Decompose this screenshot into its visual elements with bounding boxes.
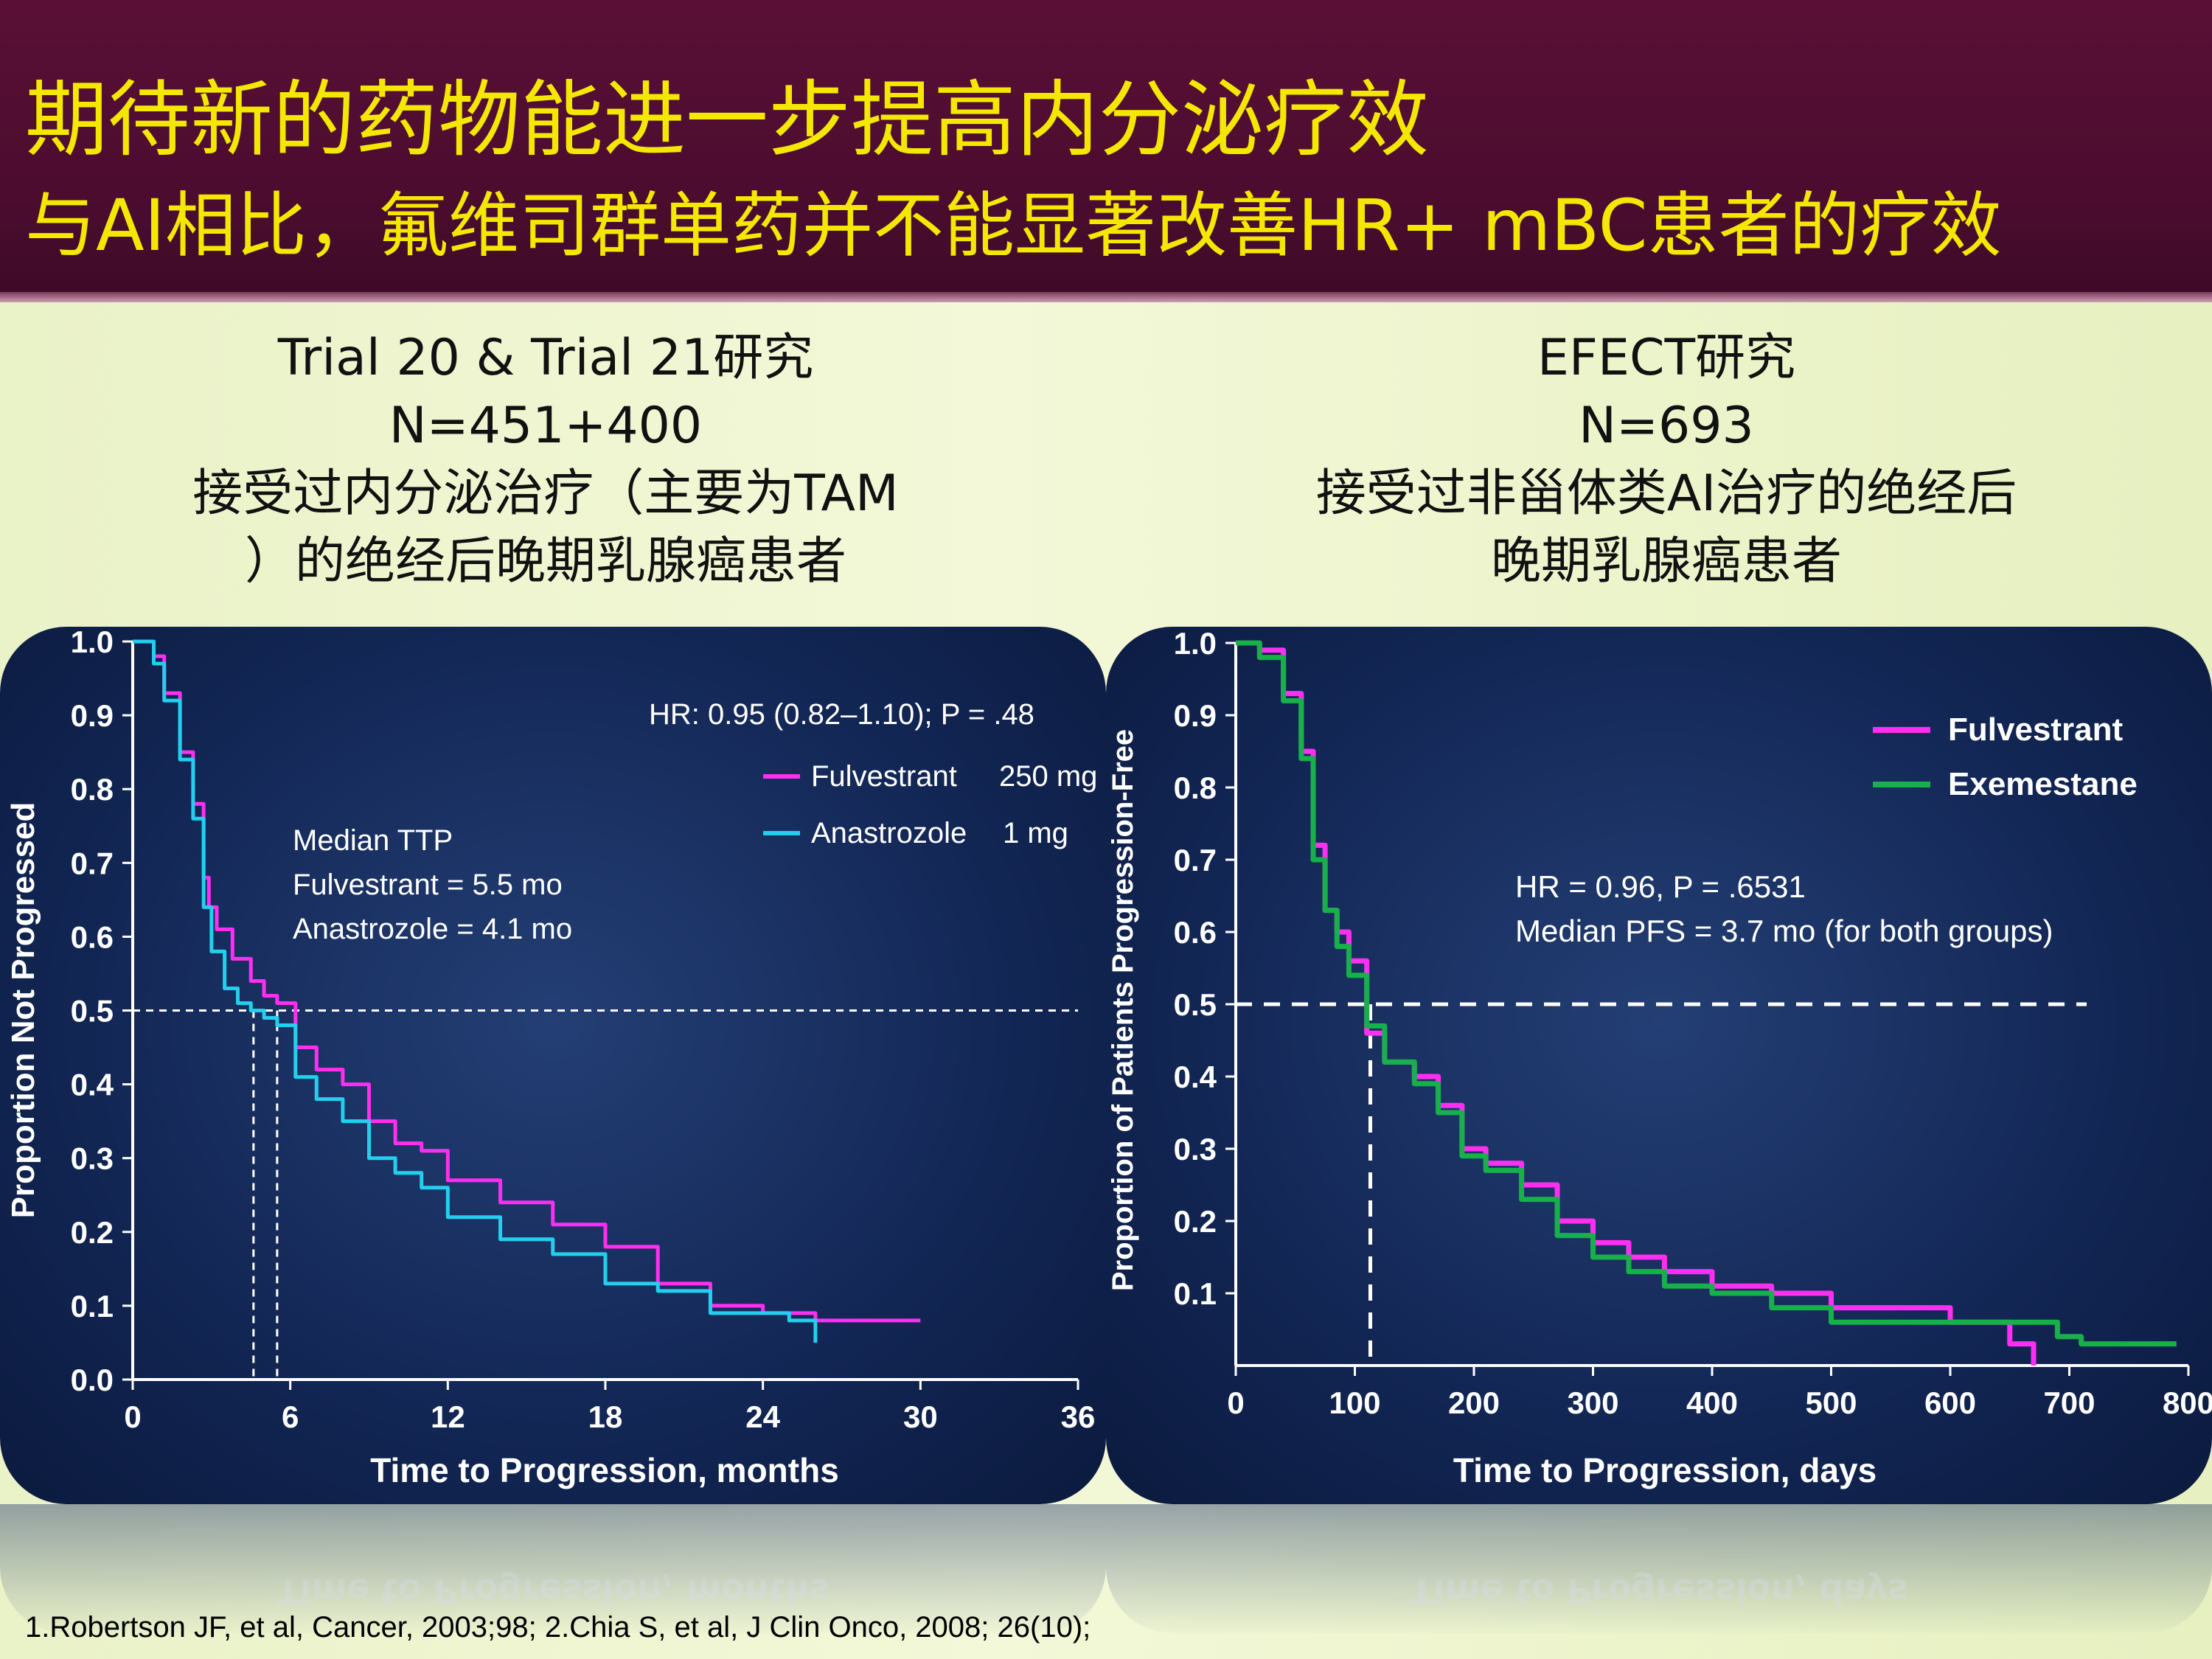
series-line-fulvestrant — [1236, 640, 2037, 1366]
right-study-n: N=693 — [1579, 397, 1754, 455]
x-tick-label: 500 — [1805, 1385, 1857, 1420]
right-reflection-text: Time to Progression, days — [1410, 1571, 1908, 1611]
header-banner: 期待新的药物能进一步提高内分泌疗效 与AI相比，氟维司群单药并不能显著改善HR+… — [0, 0, 2212, 302]
legend-fulvestrant-dose: 250 mg — [999, 760, 1097, 793]
x-tick-label: 12 — [431, 1399, 465, 1434]
left-x-axis-label: Time to Progression, months — [370, 1451, 839, 1489]
left-reflection-text: Time to Progression, months — [276, 1571, 830, 1611]
y-tick-label: 0.9 — [1174, 698, 1217, 733]
y-tick-label: 0.9 — [71, 698, 114, 733]
series-line-fulvestrant — [133, 639, 921, 1323]
right-hr-annotation: HR = 0.96, P = .6531 — [1515, 869, 1806, 904]
page-title: 期待新的药物能进一步提高内分泌疗效 — [25, 72, 1429, 168]
y-tick-label: 0.6 — [1174, 915, 1217, 950]
y-tick-label: 0.4 — [71, 1068, 114, 1102]
y-tick-label: 0.0 — [71, 1363, 114, 1397]
y-tick-label: 1.0 — [1174, 627, 1217, 661]
legend-fulvestrant-label-right: Fulvestrant — [1948, 712, 2124, 748]
left-chart-panel: 0.0 0.1 0.2 0.3 0.4 0.5 0.6 0.7 0.8 0.9 1.0 0 6 12 18… — [0, 627, 1106, 1504]
legend-anastrozole-dose: 1 mg — [1003, 817, 1068, 849]
y-tick-label: 0.7 — [1174, 843, 1217, 877]
legend-fulvestrant-label: Fulvestrant — [811, 760, 957, 793]
right-x-axis-label: Time to Progression, days — [1453, 1451, 1877, 1489]
right-y-axis-label: Proportion of Patients Progression-Free — [1107, 729, 1139, 1291]
y-tick-label: 0.8 — [1174, 771, 1217, 805]
page-subtitle: 与AI相比，氟维司群单药并不能显著改善HR+ mBC患者的疗效 — [25, 184, 2002, 267]
x-tick-label: 6 — [282, 1399, 299, 1434]
left-study-description: Trial 20 & Trial 21研究 N=451+400 接受过内分泌治疗… — [111, 324, 981, 596]
y-tick-label: 0.2 — [71, 1215, 114, 1250]
x-tick-label: 100 — [1329, 1385, 1380, 1420]
right-study-description: EFECT研究 N=693 接受过非甾体类AI治疗的绝经后 晚期乳腺癌患者 — [1209, 324, 2124, 596]
legend-anastrozole-label: Anastrozole — [811, 817, 967, 849]
left-study-n: N=451+400 — [389, 397, 703, 455]
right-median-annotation: Median PFS = 3.7 mo (for both groups) — [1515, 914, 2053, 948]
y-tick-label: 0.5 — [71, 994, 114, 1029]
right-chart-panel: 0.1 0.2 0.3 0.4 0.5 0.6 0.7 0.8 0.9 1.0 0 100 200 30… — [1106, 627, 2212, 1504]
y-tick-label: 0.7 — [71, 846, 114, 880]
right-study-population-1: 接受过非甾体类AI治疗的绝经后 — [1315, 465, 2017, 523]
median-ttp-anastrozole: Anastrozole = 4.1 mo — [293, 913, 572, 945]
x-tick-label: 700 — [2043, 1385, 2095, 1420]
x-tick-label: 200 — [1448, 1385, 1500, 1420]
x-tick-label: 30 — [903, 1399, 938, 1434]
right-panel-reflection: Time to Progression, days — [1106, 1504, 2212, 1633]
y-tick-label: 1.0 — [71, 627, 114, 659]
y-tick-label: 0.1 — [71, 1289, 114, 1324]
y-tick-label: 0.1 — [1174, 1276, 1217, 1311]
x-tick-label: 0 — [1227, 1385, 1244, 1420]
left-study-population-2: ）的绝经后晚期乳腺癌患者 — [244, 532, 846, 591]
y-tick-label: 0.3 — [1174, 1132, 1217, 1166]
x-tick-label: 300 — [1567, 1385, 1618, 1420]
y-tick-label: 0.3 — [71, 1141, 114, 1176]
y-tick-label: 0.5 — [1174, 987, 1217, 1022]
x-tick-label: 400 — [1686, 1385, 1738, 1420]
y-tick-label: 0.8 — [71, 772, 114, 807]
references-footnote: 1.Robertson JF, et al, Cancer, 2003;98; … — [25, 1611, 1091, 1644]
x-tick-label: 0 — [124, 1399, 141, 1434]
y-tick-label: 0.4 — [1174, 1060, 1217, 1094]
x-tick-label: 600 — [1924, 1385, 1976, 1420]
left-study-population-1: 接受过内分泌治疗（主要为TAM — [192, 465, 899, 523]
legend-exemestane-label: Exemestane — [1948, 766, 2138, 802]
right-study-population-2: 晚期乳腺癌患者 — [1490, 532, 1842, 591]
x-tick-label: 24 — [745, 1399, 780, 1434]
left-hr-annotation: HR: 0.95 (0.82–1.10); P = .48 — [649, 698, 1034, 731]
x-tick-label: 18 — [588, 1399, 623, 1434]
left-y-axis-label: Proportion Not Progressed — [5, 802, 41, 1219]
series-line-exemestane — [1236, 640, 2177, 1347]
y-tick-label: 0.6 — [71, 919, 114, 954]
y-tick-label: 0.2 — [1174, 1204, 1217, 1239]
series-line-anastrozole — [133, 639, 818, 1343]
left-study-name: Trial 20 & Trial 21研究 — [277, 329, 814, 387]
x-tick-label: 800 — [2163, 1385, 2212, 1420]
median-ttp-fulvestrant: Fulvestrant = 5.5 mo — [293, 869, 563, 901]
right-study-name: EFECT研究 — [1537, 329, 1796, 387]
right-km-chart: 0.1 0.2 0.3 0.4 0.5 0.6 0.7 0.8 0.9 1.0 0 100 200 30… — [1107, 627, 2212, 1489]
left-km-chart: 0.0 0.1 0.2 0.3 0.4 0.5 0.6 0.7 0.8 0.9 1.0 0 6 12 18… — [5, 627, 1097, 1489]
x-tick-label: 36 — [1061, 1399, 1096, 1434]
left-panel-reflection: Time to Progression, months — [0, 1504, 1106, 1633]
median-ttp-title: Median TTP — [293, 824, 453, 857]
